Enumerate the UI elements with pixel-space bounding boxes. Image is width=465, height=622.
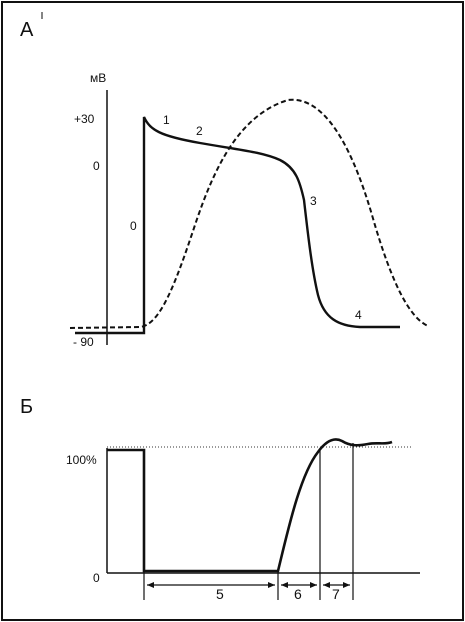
segment-7-label: 7 <box>332 586 340 602</box>
phase-0-label: 0 <box>130 219 137 233</box>
unit-label: мВ <box>90 71 106 85</box>
tick-zero-a: 0 <box>93 159 100 173</box>
phase-4-label: 4 <box>355 308 362 322</box>
segment-6-label: 6 <box>294 586 302 602</box>
phase-2-label: 2 <box>196 124 203 138</box>
segment-7-arrow-heads <box>323 582 350 588</box>
contraction-curve <box>69 98 429 329</box>
tick-plus30: +30 <box>74 112 95 126</box>
action-potential-curve <box>75 116 400 335</box>
tick-zero-b: 0 <box>93 571 100 585</box>
excitability-curve <box>107 438 393 573</box>
segment-5-label: 5 <box>216 586 224 602</box>
phase-1-label: 1 <box>163 113 170 127</box>
tick-minus90: - 90 <box>73 335 94 349</box>
panel-a-label: А <box>20 19 34 41</box>
phase-3-label: 3 <box>310 194 317 208</box>
panel-b-label: Б <box>20 396 33 418</box>
tick-100: 100% <box>66 453 97 467</box>
